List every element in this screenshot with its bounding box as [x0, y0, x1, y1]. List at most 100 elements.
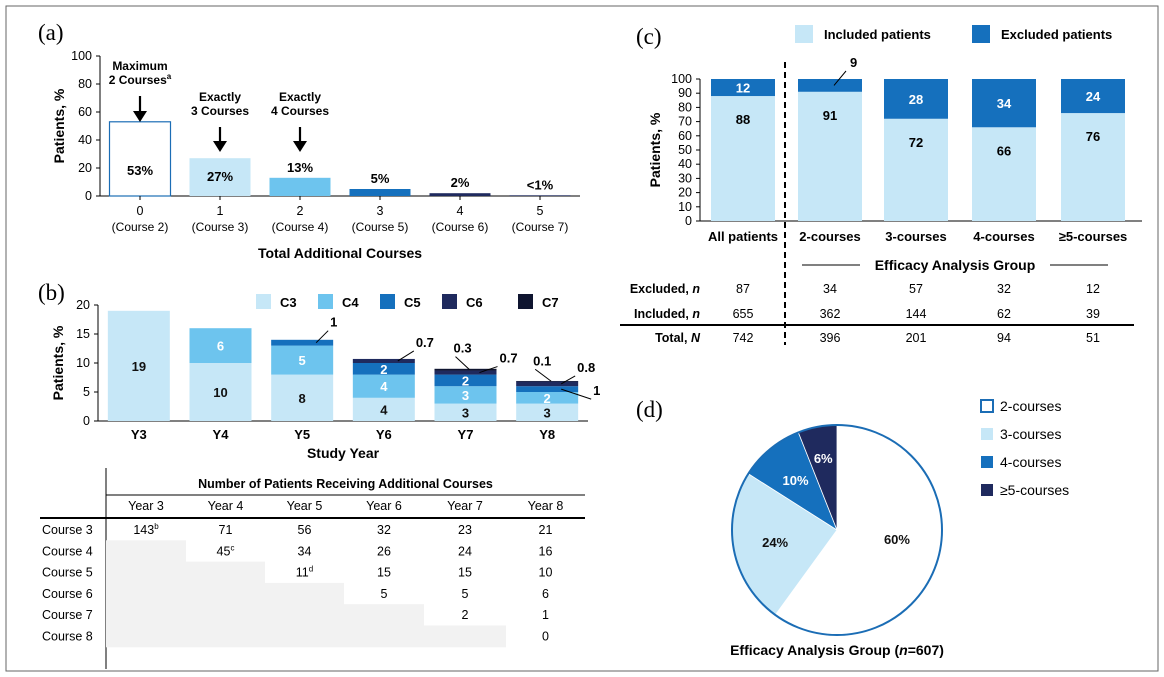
legend-label-d: 4-courses	[1000, 454, 1061, 470]
table-b-empty-cell	[186, 604, 265, 626]
table-c-cell: 144	[906, 307, 927, 321]
annotation-a-line1: Exactly	[199, 90, 241, 104]
table-b-cell-value: 6	[542, 587, 549, 601]
table-b-cell: 1	[542, 608, 549, 622]
y-tick-label-a: 80	[78, 77, 92, 91]
table-b-cell-value: 0	[542, 630, 549, 644]
table-b-col-header: Year 4	[208, 499, 244, 513]
bar-b-c5-y7	[434, 374, 497, 387]
legend-swatch-d	[981, 456, 993, 468]
x-tick-label-a-3: 3	[377, 204, 384, 218]
table-b-cell: 56	[298, 523, 312, 537]
table-b-col-header: Year 6	[366, 499, 402, 513]
x-tick-label-b: Y5	[294, 427, 310, 442]
data-label-a-5: <1%	[527, 177, 554, 192]
table-b-empty-cell	[344, 604, 424, 626]
bar-b-c5-y8	[516, 386, 579, 392]
y-tick-label-c: 100	[671, 72, 692, 86]
bar-c-included	[798, 91, 862, 221]
y-axis-title-b: Patients, %	[50, 325, 66, 400]
callout-label-b: 1	[593, 383, 600, 398]
x-axis-title-a: Total Additional Courses	[258, 245, 422, 261]
table-b-empty-cell	[344, 625, 424, 648]
pie-label-1: 24%	[762, 535, 788, 550]
bar-a-1	[189, 158, 251, 196]
y-tick-label-c: 50	[678, 143, 692, 157]
y-tick-label-a: 60	[78, 105, 92, 119]
y-tick-label-c: 20	[678, 186, 692, 200]
annotation-a-sup: a	[167, 72, 172, 81]
callout-label-b: 0.7	[416, 335, 434, 350]
bar-b-c3-y5	[271, 374, 334, 421]
table-c-cell: 396	[820, 331, 841, 345]
legend-swatch-c6	[442, 294, 457, 309]
table-b-cell-value: 56	[298, 523, 312, 537]
table-b-cell: 23	[458, 523, 472, 537]
y-tick-label-b: 10	[76, 356, 90, 370]
table-b-cell-value: 45	[217, 544, 231, 558]
callout-label-b: 1	[330, 315, 337, 330]
bar-b-c4-y8	[516, 392, 579, 404]
y-tick-label-c: 60	[678, 129, 692, 143]
table-b-cell: 5	[381, 587, 388, 601]
table-b-cell: 143b	[133, 522, 159, 537]
data-label-a-2: 13%	[287, 160, 313, 175]
table-b-empty-cell	[265, 582, 344, 605]
table-b-cell: 26	[377, 544, 391, 558]
table-b-col-header: Year 5	[287, 499, 323, 513]
bar-b-c3-y3	[107, 310, 170, 421]
legend-label-excluded: Excluded patients	[1001, 27, 1112, 42]
data-label-b: 8	[299, 391, 306, 406]
annotation-a-text: 4 Courses	[271, 104, 329, 118]
table-b-cell-sup: b	[154, 522, 159, 531]
pie-label-0: 60%	[884, 532, 910, 547]
legend-label-c4: C4	[342, 295, 359, 310]
data-label-b: 6	[217, 339, 224, 354]
group-label-c: Efficacy Analysis Group	[875, 257, 1036, 273]
table-b-empty-cell	[265, 625, 344, 648]
table-b-empty-cell	[106, 604, 186, 626]
y-tick-label-a: 0	[85, 189, 92, 203]
table-b-row-label: Course 4	[42, 544, 93, 558]
y-tick-label-c: 80	[678, 100, 692, 114]
table-b-empty-cell	[265, 604, 344, 626]
x-tick-label-b: Y4	[213, 427, 230, 442]
bar-c-excluded	[972, 79, 1036, 128]
table-b-cell-value: 24	[458, 544, 472, 558]
y-tick-label-c: 10	[678, 200, 692, 214]
table-b-cell-value: 11	[296, 566, 309, 580]
annotation-a-text: 2 Courses	[109, 73, 167, 87]
table-b-empty-cell	[106, 540, 186, 563]
table-b-cell-value: 71	[219, 523, 233, 537]
x-axis-title-b: Study Year	[307, 445, 380, 461]
bar-b-c5-y6	[352, 363, 415, 375]
pie-title-post: =607)	[908, 642, 944, 658]
annotation-a-text: 3 Courses	[191, 104, 249, 118]
legend-label-c7: C7	[542, 295, 559, 310]
table-c-cell: 201	[906, 331, 927, 345]
bar-c-included	[711, 96, 775, 221]
table-b-cell-value: 23	[458, 523, 472, 537]
y-tick-label-c: 40	[678, 157, 692, 171]
table-b-cell-value: 143	[133, 523, 154, 537]
table-b-empty-cell	[186, 582, 265, 605]
bar-c-excluded	[1061, 79, 1125, 114]
y-axis-title-a: Patients, %	[51, 88, 67, 163]
table-c-row-label: Included, n	[634, 307, 700, 321]
legend-label-d: 3-courses	[1000, 426, 1061, 442]
bar-c-included	[1061, 113, 1125, 221]
data-label-b: 4	[380, 379, 388, 394]
panel-label-a: (a)	[38, 20, 64, 45]
y-axis-title-c: Patients, %	[647, 112, 663, 187]
table-b-row-label: Course 7	[42, 608, 93, 622]
bar-c-included	[884, 118, 948, 221]
bar-b-c3-y7	[434, 403, 497, 421]
y-tick-label-c: 30	[678, 171, 692, 185]
table-b-cell-value: 15	[377, 566, 391, 580]
pie-label-2: 10%	[782, 473, 808, 488]
x-sublabel-a-1: (Course 3)	[192, 220, 249, 234]
table-b-empty-cell	[106, 582, 186, 605]
table-b-cell-value: 10	[539, 566, 553, 580]
table-b-row-label: Course 5	[42, 566, 93, 580]
bar-b-c4-y5	[271, 345, 334, 375]
